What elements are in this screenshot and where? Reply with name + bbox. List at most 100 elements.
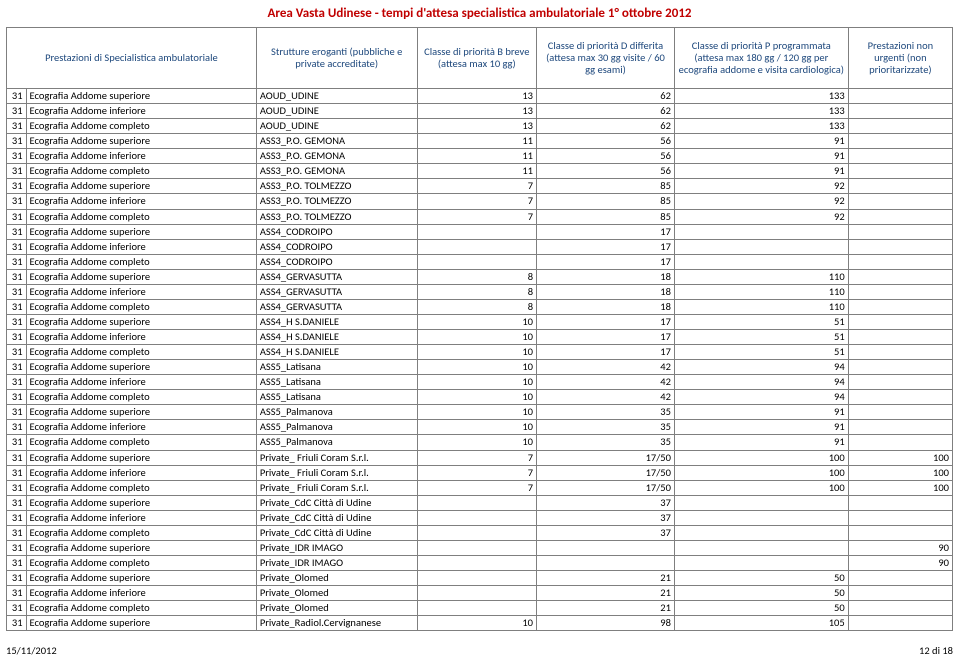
cell: 8 (417, 269, 536, 284)
cell: ASS5_Palmanova (256, 435, 417, 450)
cell: 100 (848, 480, 952, 495)
cell: Private_Olomed (256, 571, 417, 586)
table-row: 31Ecografia Addome superiorePrivate_Olom… (7, 571, 953, 586)
table-row: 31Ecografia Addome superioreASS4_GERVASU… (7, 269, 953, 284)
cell: 7 (417, 179, 536, 194)
cell: 35 (537, 435, 675, 450)
cell: Ecografia Addome completo (26, 299, 256, 314)
cell: Ecografia Addome completo (26, 164, 256, 179)
cell: Ecografia Addome inferiore (26, 149, 256, 164)
cell: 31 (7, 134, 27, 149)
cell: 91 (674, 405, 848, 420)
cell: 62 (537, 89, 675, 104)
cell: ASS5_Palmanova (256, 420, 417, 435)
cell: 17 (537, 314, 675, 329)
col-priorita-b: Classe di priorità B breve (attesa max 1… (417, 28, 536, 89)
cell: Ecografia Addome completo (26, 209, 256, 224)
cell: 10 (417, 314, 536, 329)
cell (674, 525, 848, 540)
cell: Private_ Friuli Coram S.r.l. (256, 480, 417, 495)
cell: 31 (7, 571, 27, 586)
cell (417, 254, 536, 269)
cell: 31 (7, 345, 27, 360)
cell (848, 420, 952, 435)
cell: Private_ Friuli Coram S.r.l. (256, 450, 417, 465)
cell: 13 (417, 119, 536, 134)
table-row: 31Ecografia Addome completoASS3_P.O. GEM… (7, 164, 953, 179)
cell: 50 (674, 571, 848, 586)
cell (848, 510, 952, 525)
cell: 133 (674, 104, 848, 119)
cell: 7 (417, 194, 536, 209)
cell: 110 (674, 299, 848, 314)
cell: 98 (537, 616, 675, 631)
cell: 56 (537, 149, 675, 164)
cell: Ecografia Addome superiore (26, 616, 256, 631)
cell (848, 224, 952, 239)
cell: AOUD_UDINE (256, 119, 417, 134)
cell: 90 (848, 540, 952, 555)
cell: Ecografia Addome superiore (26, 179, 256, 194)
cell: ASS4_GERVASUTTA (256, 284, 417, 299)
table-row: 31Ecografia Addome superiorePrivate_IDR … (7, 540, 953, 555)
cell: 31 (7, 510, 27, 525)
cell: 56 (537, 164, 675, 179)
cell: Ecografia Addome superiore (26, 134, 256, 149)
table-row: 31Ecografia Addome completoASS3_P.O. TOL… (7, 209, 953, 224)
cell: 10 (417, 420, 536, 435)
cell: 8 (417, 299, 536, 314)
cell: Ecografia Addome completo (26, 390, 256, 405)
cell: 11 (417, 164, 536, 179)
cell: Ecografia Addome inferiore (26, 284, 256, 299)
cell: 18 (537, 269, 675, 284)
footer-page: 12 di 18 (919, 644, 953, 657)
cell: 31 (7, 149, 27, 164)
cell: 31 (7, 495, 27, 510)
cell: 51 (674, 314, 848, 329)
cell (848, 390, 952, 405)
cell: 17 (537, 239, 675, 254)
cell: 7 (417, 480, 536, 495)
cell: 91 (674, 134, 848, 149)
cell: 10 (417, 405, 536, 420)
cell: Private_Radiol.Cervignanese (256, 616, 417, 631)
cell (417, 239, 536, 254)
cell: ASS3_P.O. GEMONA (256, 134, 417, 149)
cell: 18 (537, 299, 675, 314)
cell: 17/50 (537, 465, 675, 480)
cell: 31 (7, 586, 27, 601)
cell: 31 (7, 360, 27, 375)
cell: 91 (674, 435, 848, 450)
cell: 31 (7, 465, 27, 480)
cell (848, 601, 952, 616)
col-non-urgenti: Prestazioni non urgenti (non prioritariz… (848, 28, 952, 89)
cell: 35 (537, 420, 675, 435)
cell: 31 (7, 299, 27, 314)
page: Area Vasta Udinese - tempi d'attesa spec… (0, 0, 959, 662)
table-head: Prestazioni di Specialistica ambulatoria… (7, 28, 953, 89)
cell: 91 (674, 164, 848, 179)
cell: 133 (674, 119, 848, 134)
cell: ASS5_Latisana (256, 360, 417, 375)
cell: 17 (537, 330, 675, 345)
table-row: 31Ecografia Addome completoASS4_GERVASUT… (7, 299, 953, 314)
cell: 37 (537, 510, 675, 525)
cell (848, 149, 952, 164)
cell: Ecografia Addome inferiore (26, 375, 256, 390)
cell: 8 (417, 284, 536, 299)
cell (848, 435, 952, 450)
cell: 17/50 (537, 450, 675, 465)
cell: ASS4_GERVASUTTA (256, 299, 417, 314)
cell (848, 299, 952, 314)
cell: ASS3_P.O. TOLMEZZO (256, 194, 417, 209)
cell: Ecografia Addome completo (26, 435, 256, 450)
cell: Private_CdC Città di Udine (256, 495, 417, 510)
table-row: 31Ecografia Addome superioreASS5_Palmano… (7, 405, 953, 420)
cell: 42 (537, 390, 675, 405)
cell: Private_Olomed (256, 586, 417, 601)
cell: 31 (7, 375, 27, 390)
cell: ASS3_P.O. TOLMEZZO (256, 179, 417, 194)
cell: Ecografia Addome inferiore (26, 239, 256, 254)
cell (537, 540, 675, 555)
cell: Ecografia Addome superiore (26, 540, 256, 555)
